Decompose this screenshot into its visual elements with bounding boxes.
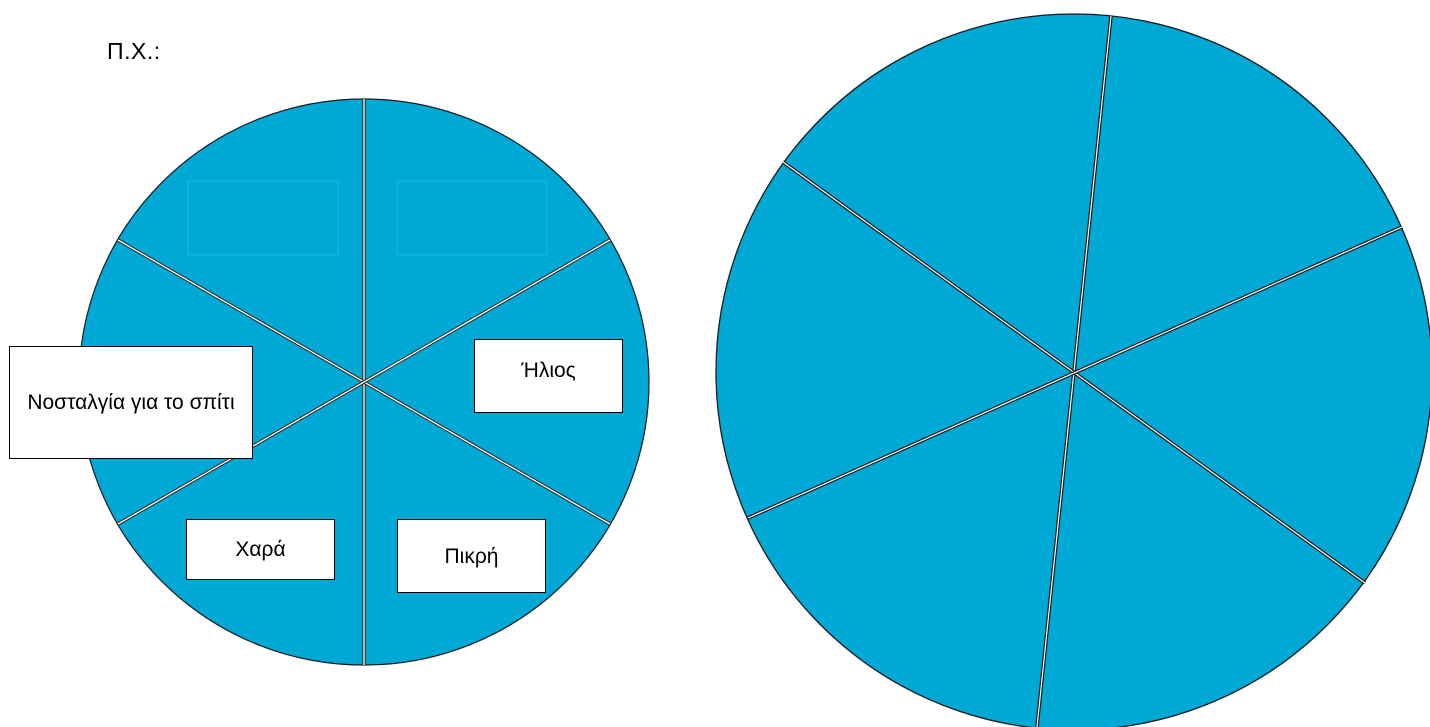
right-wheel-dividers: [747, 15, 1403, 727]
left-wheel-faint-box-2: [396, 180, 548, 256]
label-box-pikri: Πικρή: [397, 519, 546, 593]
left-wheel-dividers: [117, 99, 611, 665]
label-chara-text: Χαρά: [235, 538, 286, 561]
label-box-nostalgia: Νοσταλγία για το σπίτι: [9, 346, 253, 459]
label-box-chara: Χαρά: [186, 519, 335, 580]
example-label: Π.Χ.:: [107, 38, 161, 64]
label-ilios-text: Ήλιος: [521, 359, 576, 382]
label-nostalgia-text: Νοσταλγία για το σπίτι: [27, 391, 235, 414]
right-wheel: [715, 13, 1430, 727]
left-wheel-faint-box-1: [187, 180, 339, 256]
label-pikri-text: Πικρή: [444, 544, 499, 568]
label-box-ilios: Ήλιος: [474, 339, 623, 413]
